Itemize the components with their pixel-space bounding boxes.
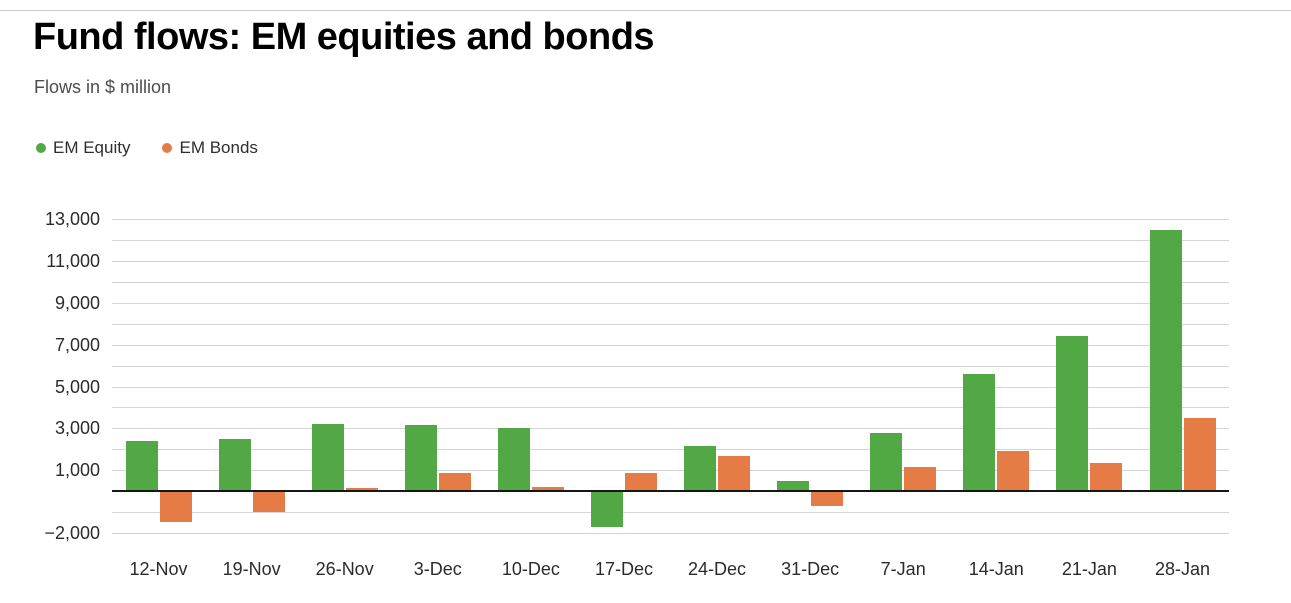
gridline	[112, 302, 1229, 304]
chart-subtitle: Flows in $ million	[34, 77, 172, 97]
gridline	[112, 470, 1229, 472]
bar-em-bonds-28-jan[interactable]	[1183, 417, 1216, 492]
bar-em-bonds-3-dec[interactable]	[438, 472, 471, 492]
bar-em-bonds-10-dec[interactable]	[531, 486, 564, 492]
y-axis-tick-label: −2,000	[44, 523, 100, 543]
legend-item-em-equity[interactable]: EM Equity	[36, 138, 130, 158]
bar-em-equity-31-dec[interactable]	[777, 480, 810, 492]
gridline	[112, 323, 1229, 325]
legend-label-em-equity: EM Equity	[53, 138, 131, 157]
chart-title: Fund flows: EM equities and bonds	[33, 16, 655, 58]
zero-axis-line	[112, 490, 1229, 493]
bar-em-equity-28-jan[interactable]	[1149, 229, 1182, 492]
bar-em-bonds-12-nov[interactable]	[159, 491, 192, 523]
y-axis-tick-label: 9,000	[54, 292, 100, 313]
x-axis-label-19-nov: 19-Nov	[222, 559, 281, 579]
x-axis-label-31-dec: 31-Dec	[781, 559, 840, 579]
y-axis-tick-label: 1,000	[54, 460, 100, 481]
y-axis: 13,000 11,000 9,000 7,000 5,000 3,000 1,000 −2,…	[0, 209, 100, 543]
legend: EM Equity EM Bonds	[36, 138, 258, 158]
bar-em-equity-26-nov[interactable]	[311, 424, 344, 492]
x-axis-label-17-dec: 17-Dec	[594, 559, 654, 579]
y-axis-tick-label: 7,000	[54, 334, 100, 355]
bar-em-equity-21-jan[interactable]	[1056, 336, 1089, 492]
x-axis-label-14-jan: 14-Jan	[968, 559, 1024, 579]
gridline	[112, 344, 1229, 346]
bar-em-bonds-17-dec[interactable]	[625, 473, 657, 492]
bar-em-bonds-19-nov[interactable]	[252, 491, 285, 512]
bar-em-bonds-31-dec[interactable]	[811, 491, 844, 506]
gridline	[112, 407, 1229, 409]
bar-em-equity-12-nov[interactable]	[125, 440, 158, 492]
x-axis-label-7-jan: 7-Jan	[880, 559, 926, 579]
bar-em-bonds-24-dec[interactable]	[718, 455, 750, 492]
bar-em-equity-19-nov[interactable]	[218, 438, 251, 492]
legend-swatch-em-equity-icon	[36, 143, 46, 153]
bar-em-equity-3-dec[interactable]	[404, 425, 437, 492]
y-axis-tick-label: 11,000	[46, 250, 100, 271]
y-axis-tick-label: 3,000	[54, 418, 100, 439]
y-axis-tick-label: 13,000	[44, 209, 100, 229]
legend-swatch-em-bonds-icon	[162, 143, 173, 153]
bar-em-bonds-7-jan[interactable]	[904, 467, 937, 492]
gridline	[112, 428, 1229, 430]
gridline	[112, 281, 1229, 283]
x-axis-label-24-dec: 24-Dec	[687, 559, 747, 579]
x-axis-label-3-dec: 3-Dec	[413, 559, 462, 579]
x-axis-label-26-nov: 26-Nov	[315, 559, 374, 579]
gridline	[112, 386, 1229, 388]
gridline	[112, 219, 1229, 220]
x-axis-label-12-nov: 12-Nov	[129, 559, 188, 579]
bar-em-equity-17-dec[interactable]	[591, 491, 623, 527]
gridline	[112, 260, 1229, 262]
top-divider	[0, 10, 1291, 11]
bar-em-equity-10-dec[interactable]	[497, 428, 530, 492]
plot-area	[112, 219, 1229, 534]
x-axis-label-21-jan: 21-Jan	[1061, 559, 1117, 579]
x-axis-label-10-dec: 10-Dec	[501, 559, 560, 579]
x-axis: 12-Nov 19-Nov 26-Nov 3-Dec 10-Dec 17-Dec 24-De…	[112, 559, 1229, 585]
legend-label-em-bonds: EM Bonds	[179, 138, 258, 157]
bar-em-bonds-21-jan[interactable]	[1090, 462, 1123, 492]
gridline	[112, 449, 1229, 451]
x-axis-label-28-jan: 28-Jan	[1154, 559, 1211, 579]
bar-em-equity-24-dec[interactable]	[684, 446, 716, 492]
gridline	[112, 365, 1229, 367]
gridline	[112, 512, 1229, 514]
bar-em-equity-7-jan[interactable]	[870, 432, 903, 492]
bar-em-bonds-14-jan[interactable]	[997, 451, 1030, 492]
legend-item-em-bonds[interactable]: EM Bonds	[162, 138, 258, 158]
gridline	[112, 239, 1229, 241]
bar-em-equity-14-jan[interactable]	[963, 373, 996, 492]
y-axis-tick-label: 5,000	[54, 376, 100, 397]
bar-em-bonds-26-nov[interactable]	[345, 488, 378, 492]
gridline	[112, 533, 1229, 534]
